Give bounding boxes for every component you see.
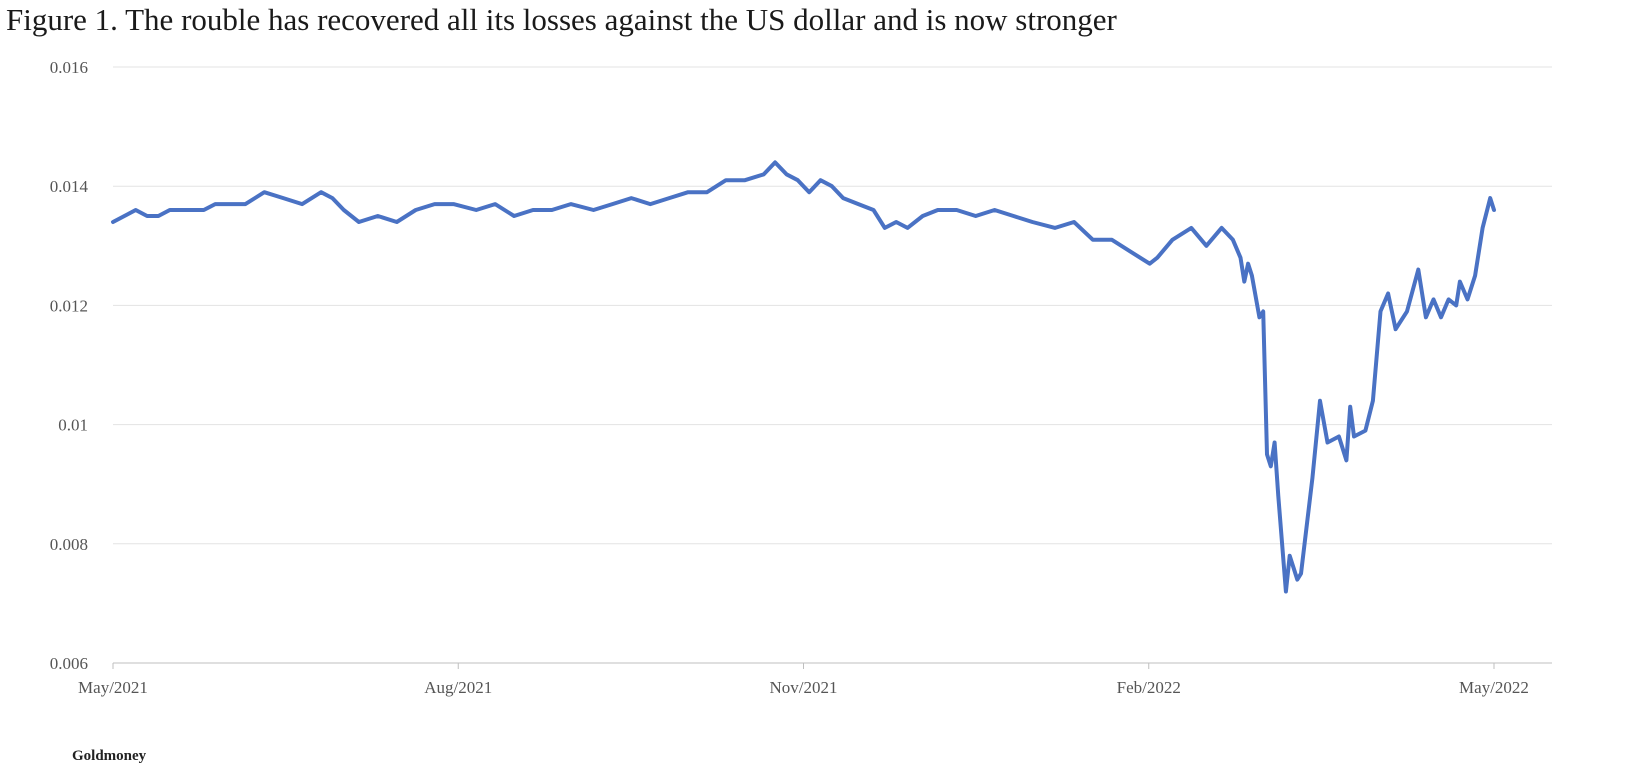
x-tick-label: Aug/2021: [424, 678, 492, 697]
x-axis-ticks: May/2021 Aug/2021 Nov/2021 Feb/2022 May/2022: [78, 663, 1529, 697]
y-axis-ticks: 0.006 0.008 0.01 0.012 0.014 0.016: [50, 58, 89, 673]
x-tick-label: Nov/2021: [770, 678, 838, 697]
y-tick-label: 0.016: [50, 58, 88, 77]
gridlines: [113, 66, 1552, 664]
y-tick-label: 0.01: [58, 416, 88, 435]
series-line: [111, 160, 1496, 594]
x-tick-label: Feb/2022: [1117, 678, 1181, 697]
y-tick-label: 0.006: [50, 654, 88, 673]
y-tick-label: 0.014: [50, 177, 89, 196]
x-tick-label: May/2022: [1459, 678, 1529, 697]
x-tick-label: May/2021: [78, 678, 148, 697]
chart-title: Figure 1. The rouble has recovered all i…: [6, 2, 1117, 37]
y-tick-label: 0.012: [50, 296, 88, 315]
source-note: Goldmoney: [72, 748, 147, 764]
y-tick-label: 0.008: [50, 535, 88, 554]
